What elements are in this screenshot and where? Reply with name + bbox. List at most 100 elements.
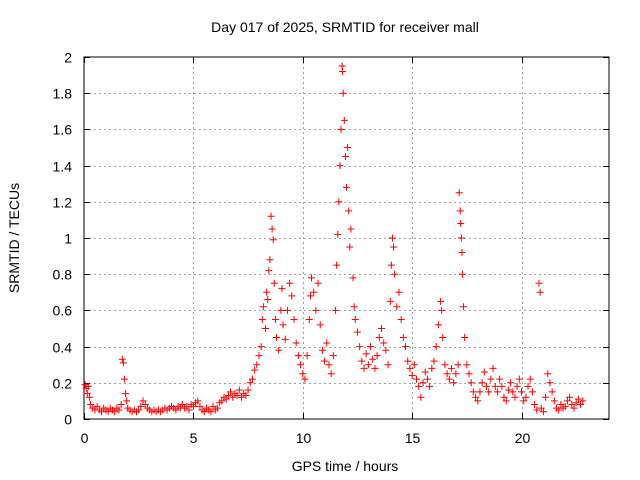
data-point [369,355,377,363]
data-point [395,288,403,296]
data-point [335,198,343,206]
data-point [557,401,565,409]
data-point [388,234,396,242]
data-point [577,401,585,409]
data-point [360,364,368,372]
data-point [458,248,466,256]
data-point [332,306,340,314]
data-point [535,279,543,287]
data-point [270,279,278,287]
data-point [382,346,390,354]
data-point [277,306,285,314]
data-point [550,397,558,405]
data-point [574,395,582,403]
data-point [561,402,569,410]
data-point [209,402,217,410]
data-point [454,361,462,369]
data-point [380,339,388,347]
data-point [85,393,93,401]
data-point [419,379,427,387]
data-point [496,375,504,383]
data-point [238,393,245,401]
data-point [465,370,473,378]
data-point [267,212,275,220]
data-point [458,270,466,278]
data-point [189,402,197,410]
x-tick-label: 20 [515,430,531,446]
data-point [118,355,126,363]
data-point [207,408,215,416]
data-point [222,395,230,403]
data-point [358,357,366,365]
data-point [306,292,314,300]
data-point [321,357,329,365]
data-point [87,401,95,409]
data-point [255,352,263,360]
data-point [265,267,273,275]
data-point [273,334,280,342]
data-point [423,375,431,383]
data-point [350,303,358,311]
data-point [542,393,550,401]
data-point [194,397,202,405]
plot-frame [83,56,610,420]
data-point [507,379,515,387]
data-point [544,370,552,378]
data-point [533,406,541,414]
data-point [428,364,436,372]
data-point [391,270,399,278]
data-point [572,399,580,407]
data-point [531,401,539,409]
data-point [299,370,307,378]
data-point [393,303,401,311]
data-point [135,406,143,414]
data-point [339,67,347,75]
data-point [563,397,571,405]
data-point [437,297,445,305]
data-point [478,379,486,387]
data-point [178,401,186,409]
data-point [303,352,311,360]
data-point [526,375,534,383]
data-point [511,393,519,401]
data-point [483,382,490,390]
data-point [196,402,204,410]
data-point [570,404,578,412]
data-point [123,397,131,405]
data-point [120,375,128,383]
data-point [115,406,123,414]
data-point [351,315,359,323]
data-point [325,361,333,369]
data-point [98,408,105,416]
x-tick-label: 10 [296,430,312,446]
data-point [344,144,352,151]
data-point [452,370,460,378]
data-point [397,315,405,323]
y-tick-label: 0 [64,412,72,428]
data-point [213,404,221,412]
data-point [286,279,294,287]
data-point [548,388,556,396]
data-point [502,397,510,405]
data-point [417,393,425,401]
data-point [566,393,574,401]
data-point [81,381,89,389]
y-tick-label: 0.4 [53,340,73,356]
data-point [141,401,149,409]
data-point [455,189,463,197]
data-point [340,116,348,124]
data-point [463,361,471,369]
data-point [568,401,576,409]
x-tick-label: 0 [81,430,89,446]
data-point [513,382,521,390]
data-point [485,388,493,396]
x-tick-label: 5 [190,430,198,446]
data-point [491,382,499,390]
data-point [345,207,353,215]
data-point [362,350,370,358]
data-point [258,315,266,323]
data-point [323,339,331,347]
data-point [294,352,302,360]
y-tick-label: 0.6 [53,303,73,319]
data-point [301,375,309,383]
